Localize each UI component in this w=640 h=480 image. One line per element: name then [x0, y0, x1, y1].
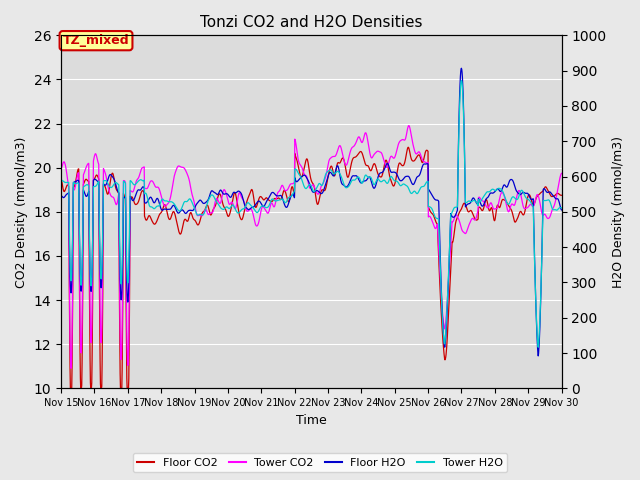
Floor CO2 — [404, 144, 412, 150]
X-axis label: Time: Time — [296, 414, 326, 427]
Tower CO2 — [96, 307, 104, 313]
Y-axis label: H2O Density (mmol/m3): H2O Density (mmol/m3) — [612, 136, 625, 288]
Floor H2O — [534, 353, 542, 359]
Line: Floor CO2: Floor CO2 — [61, 147, 561, 388]
Tower H2O — [289, 191, 296, 197]
Tower CO2 — [342, 162, 350, 168]
Floor CO2 — [557, 192, 565, 198]
Y-axis label: CO2 Density (mmol/m3): CO2 Density (mmol/m3) — [15, 136, 28, 288]
Tower CO2 — [405, 123, 413, 129]
Floor H2O — [280, 200, 287, 205]
Floor H2O — [269, 190, 277, 195]
Floor CO2 — [289, 186, 297, 192]
Floor H2O — [289, 192, 296, 197]
Tower H2O — [557, 205, 565, 211]
Floor CO2 — [57, 176, 65, 182]
Line: Tower CO2: Tower CO2 — [61, 126, 561, 368]
Tower CO2 — [270, 204, 278, 210]
Floor CO2 — [270, 196, 278, 202]
Tower H2O — [534, 344, 542, 350]
Line: Tower H2O: Tower H2O — [61, 81, 561, 347]
Tower H2O — [116, 264, 124, 269]
Tower H2O — [57, 177, 65, 183]
Tower CO2 — [57, 166, 65, 171]
Tower CO2 — [116, 344, 124, 349]
Floor CO2 — [67, 385, 74, 391]
Tower CO2 — [67, 365, 75, 371]
Floor CO2 — [96, 358, 104, 364]
Legend: Floor CO2, Tower CO2, Floor H2O, Tower H2O: Floor CO2, Tower CO2, Floor H2O, Tower H… — [133, 453, 507, 472]
Tower CO2 — [280, 186, 288, 192]
Floor H2O — [96, 251, 104, 256]
Floor H2O — [557, 207, 565, 213]
Tower CO2 — [289, 180, 297, 186]
Text: TZ_mixed: TZ_mixed — [63, 34, 129, 47]
Floor H2O — [57, 193, 65, 199]
Tower H2O — [96, 244, 104, 250]
Line: Floor H2O: Floor H2O — [61, 68, 561, 356]
Floor CO2 — [116, 385, 124, 391]
Tower H2O — [269, 197, 277, 203]
Tower CO2 — [557, 170, 565, 176]
Floor H2O — [342, 184, 349, 190]
Tower H2O — [280, 198, 287, 204]
Floor CO2 — [280, 188, 288, 193]
Title: Tonzi CO2 and H2O Densities: Tonzi CO2 and H2O Densities — [200, 15, 422, 30]
Tower H2O — [342, 185, 349, 191]
Floor CO2 — [342, 169, 350, 175]
Floor H2O — [458, 65, 465, 71]
Tower H2O — [458, 78, 465, 84]
Floor H2O — [116, 277, 124, 283]
